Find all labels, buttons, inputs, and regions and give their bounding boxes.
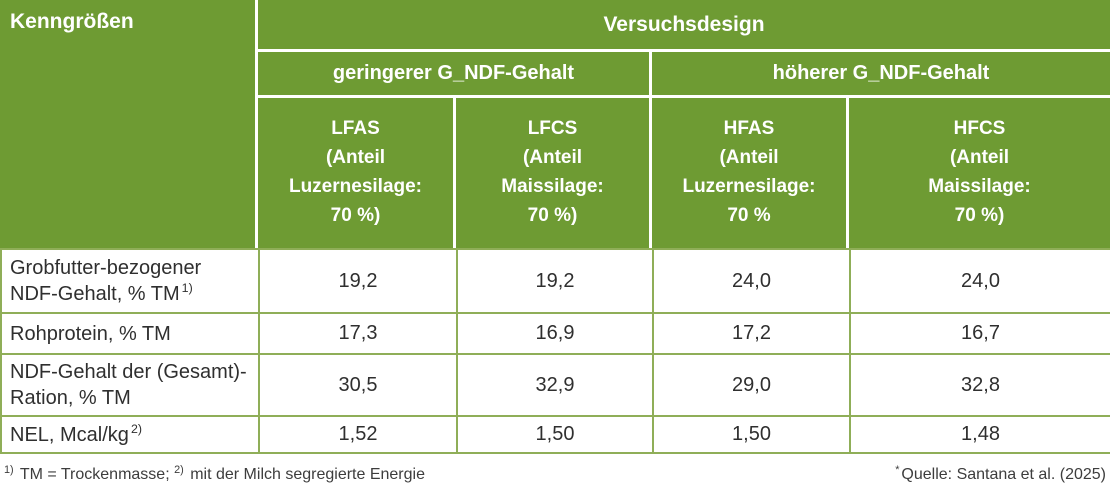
footnote-marker: 2) <box>130 421 142 436</box>
cell-value: 16,7 <box>849 312 1110 355</box>
table-row: Rohprotein, % TM 17,3 16,9 17,2 16,7 <box>0 312 1110 355</box>
cell-value: 1,52 <box>258 415 458 454</box>
cell-value: 30,5 <box>258 353 458 417</box>
cell-value: 1,48 <box>849 415 1110 454</box>
table-row: NDF-Gehalt der (Gesamt)-Ration, % TM 30,… <box>0 353 1110 417</box>
cell-value: 1,50 <box>652 415 851 454</box>
column-header-lfcs: LFCS (Anteil Maissilage: 70 %) <box>456 98 652 248</box>
cell-value: 29,0 <box>652 353 851 417</box>
footnotes: 1) TM = Trockenmasse; 2) mit der Milch s… <box>4 463 425 484</box>
row-label: NEL, Mcal/kg 2) <box>0 415 260 454</box>
cell-value: 24,0 <box>849 248 1110 314</box>
footnote-2-marker: 2) <box>174 463 184 476</box>
cell-value: 19,2 <box>456 248 654 314</box>
footnote-marker: 1) <box>181 281 193 296</box>
table-title: Versuchsdesign <box>258 0 1110 52</box>
cell-value: 16,9 <box>456 312 654 355</box>
cell-value: 24,0 <box>652 248 851 314</box>
source-note: * Quelle: Santana et al. (2025) <box>895 463 1106 484</box>
group-header-higher-gndf: höherer G_NDF-Gehalt <box>652 52 1110 98</box>
cell-value: 32,8 <box>849 353 1110 417</box>
footnote-2-text: mit der Milch segregierte Energie <box>185 466 425 483</box>
row-label: NDF-Gehalt der (Gesamt)-Ration, % TM <box>0 353 260 417</box>
source-asterisk: * <box>895 463 900 476</box>
group-header-lower-gndf: geringerer G_NDF-Gehalt <box>258 52 652 98</box>
data-table: Grobfutter-bezogener NDF-Gehalt, % TM 1) … <box>0 248 1110 454</box>
footnote-1-text: TM = Trockenmasse; <box>15 466 175 483</box>
cell-value: 17,2 <box>652 312 851 355</box>
cell-value: 1,50 <box>456 415 654 454</box>
footnote-1-marker: 1) <box>4 463 14 476</box>
column-header-hfas: HFAS (Anteil Luzernesilage: 70 % <box>652 98 849 248</box>
table-row: Grobfutter-bezogener NDF-Gehalt, % TM 1) … <box>0 248 1110 314</box>
cell-value: 17,3 <box>258 312 458 355</box>
corner-header-label: Kenngrößen <box>10 10 134 33</box>
source-text: Quelle: Santana et al. (2025) <box>901 466 1106 483</box>
table-row: NEL, Mcal/kg 2) 1,52 1,50 1,50 1,48 <box>0 415 1110 454</box>
cell-value: 32,9 <box>456 353 654 417</box>
corner-header-kenngroessen: Kenngrößen <box>0 0 258 248</box>
cell-value: 19,2 <box>258 248 458 314</box>
table-footer: 1) TM = Trockenmasse; 2) mit der Milch s… <box>0 454 1110 484</box>
row-label: Rohprotein, % TM <box>0 312 260 355</box>
column-header-hfcs: HFCS (Anteil Maissilage: 70 %) <box>849 98 1110 248</box>
column-header-lfas: LFAS (Anteil Luzernesilage: 70 %) <box>258 98 456 248</box>
table-header: Kenngrößen Versuchsdesign geringerer G_N… <box>0 0 1110 248</box>
row-label: Grobfutter-bezogener NDF-Gehalt, % TM 1) <box>0 248 260 314</box>
